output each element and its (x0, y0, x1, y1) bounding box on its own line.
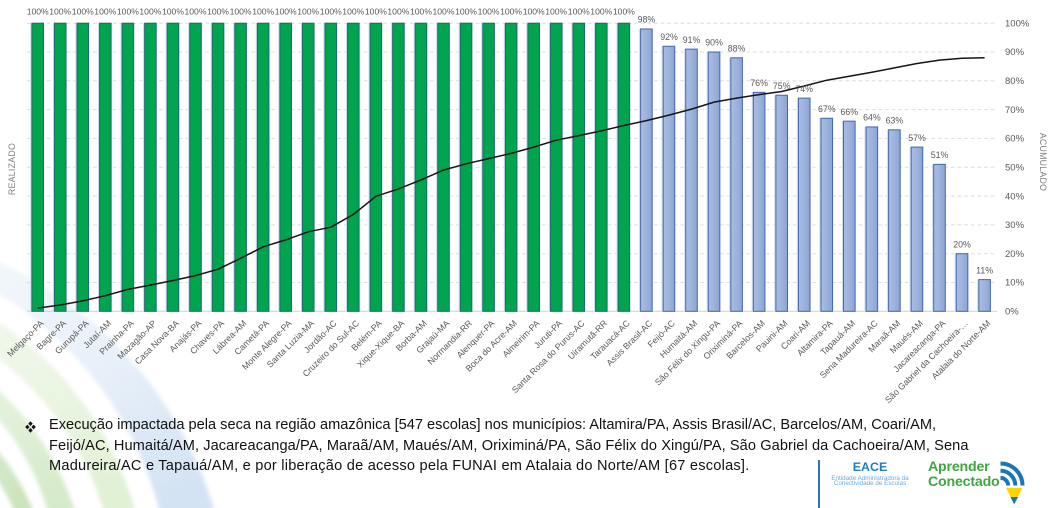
svg-text:100%: 100% (387, 7, 409, 17)
svg-text:66%: 66% (840, 107, 858, 117)
svg-text:50%: 50% (1005, 163, 1025, 174)
svg-text:63%: 63% (886, 116, 904, 126)
svg-text:100%: 100% (117, 7, 139, 17)
svg-text:100%: 100% (185, 7, 207, 17)
svg-text:100%: 100% (139, 7, 161, 17)
svg-text:100%: 100% (72, 7, 94, 17)
svg-text:100%: 100% (568, 7, 590, 17)
svg-text:60%: 60% (1005, 134, 1025, 145)
svg-text:100%: 100% (275, 7, 297, 17)
svg-text:92%: 92% (660, 32, 678, 42)
svg-text:100%: 100% (410, 7, 432, 17)
svg-text:100%: 100% (94, 7, 116, 17)
svg-text:57%: 57% (908, 133, 926, 143)
svg-text:100%: 100% (252, 7, 274, 17)
svg-text:100%: 100% (49, 7, 71, 17)
svg-text:0%: 0% (1005, 307, 1019, 318)
svg-text:88%: 88% (728, 44, 746, 54)
svg-text:100%: 100% (342, 7, 364, 17)
svg-text:100%: 100% (230, 7, 252, 17)
svg-text:80%: 80% (1005, 76, 1025, 87)
svg-text:ACUMULADO: ACUMULADO (1038, 133, 1048, 191)
svg-text:67%: 67% (818, 104, 836, 114)
svg-text:76%: 76% (750, 78, 768, 88)
svg-text:70%: 70% (1005, 105, 1025, 116)
svg-text:30%: 30% (1005, 220, 1025, 231)
svg-text:51%: 51% (931, 150, 949, 160)
svg-text:64%: 64% (863, 113, 881, 123)
svg-text:75%: 75% (773, 81, 791, 91)
svg-text:100%: 100% (523, 7, 545, 17)
svg-text:100%: 100% (545, 7, 567, 17)
svg-text:100%: 100% (433, 7, 455, 17)
svg-text:100%: 100% (455, 7, 477, 17)
svg-text:100%: 100% (1005, 18, 1030, 29)
svg-text:20%: 20% (953, 239, 971, 249)
svg-text:100%: 100% (162, 7, 184, 17)
svg-text:90%: 90% (1005, 47, 1025, 58)
svg-text:91%: 91% (683, 35, 701, 45)
svg-text:REALIZADO: REALIZADO (7, 143, 17, 195)
svg-text:100%: 100% (297, 7, 319, 17)
svg-text:100%: 100% (500, 7, 522, 17)
svg-text:98%: 98% (638, 15, 656, 25)
svg-text:90%: 90% (705, 38, 723, 48)
svg-text:11%: 11% (976, 265, 993, 275)
svg-text:100%: 100% (365, 7, 387, 17)
svg-text:100%: 100% (207, 7, 229, 17)
svg-text:20%: 20% (1005, 249, 1025, 260)
svg-text:10%: 10% (1005, 278, 1025, 289)
svg-text:100%: 100% (590, 7, 612, 17)
svg-text:74%: 74% (795, 84, 813, 94)
svg-text:100%: 100% (478, 7, 500, 17)
svg-text:40%: 40% (1005, 191, 1025, 202)
svg-text:100%: 100% (320, 7, 342, 17)
svg-text:100%: 100% (27, 7, 49, 17)
svg-text:100%: 100% (613, 7, 635, 17)
